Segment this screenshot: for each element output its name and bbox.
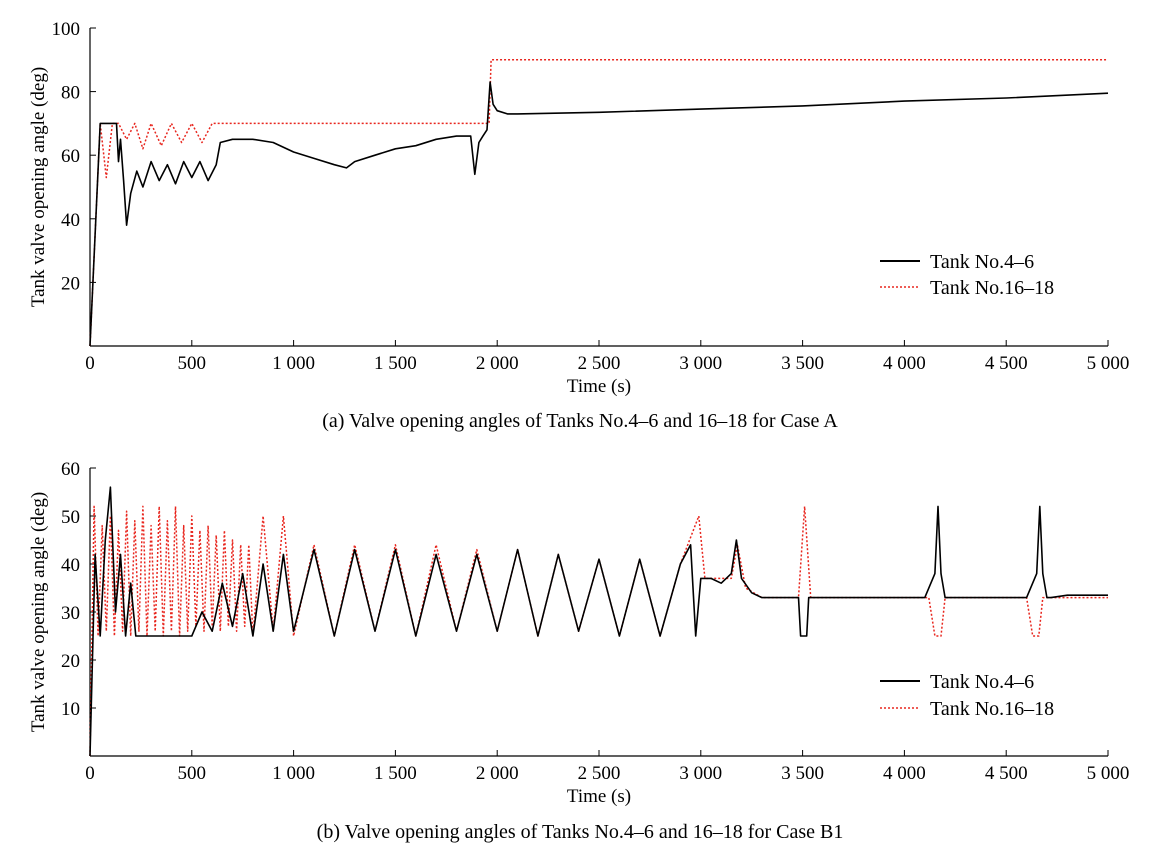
chart-a-x-tick-label: 1 500 <box>374 353 417 374</box>
chart-a-series-line-0 <box>89 81 1109 347</box>
chart-a-caption: (a) Valve opening angles of Tanks No.4–6… <box>322 410 838 432</box>
chart-a-y-tick-label: 40 <box>61 210 80 231</box>
chart-b-x-tick-label: 3 000 <box>679 763 722 784</box>
chart-b-y-tick-label: 20 <box>61 651 80 672</box>
chart-b-y-tick-label: 10 <box>61 699 80 720</box>
chart-b-y-tick-label: 40 <box>61 555 80 576</box>
chart-b-y-tick-label: 60 <box>61 459 80 480</box>
chart-b-x-tick-label: 5 000 <box>1087 763 1130 784</box>
chart-b-x-tick-label: 3 500 <box>781 763 824 784</box>
chart-a-y-tick-label: 20 <box>61 273 80 294</box>
chart-b-x-tick-label: 4 500 <box>985 763 1028 784</box>
chart-a-x-tick-label: 3 000 <box>679 353 722 374</box>
chart-a-x-tick-label: 0 <box>85 353 95 374</box>
chart-a-series-line-1 <box>89 59 1108 347</box>
chart-a-x-tick-label: 1 000 <box>272 353 315 374</box>
chart-b-x-tick-label: 2 000 <box>476 763 519 784</box>
chart-b-x-tick-label: 1 000 <box>272 763 315 784</box>
chart-a-x-tick-label: 2 000 <box>476 353 519 374</box>
chart-a-legend-label-0: Tank No.4–6 <box>930 251 1034 273</box>
chart-a-y-tick-label: 80 <box>61 83 80 104</box>
chart-b-x-tick-label: 4 000 <box>883 763 926 784</box>
chart-b-y-tick-label: 30 <box>61 603 80 624</box>
chart-a-legend: Tank No.4–6 Tank No.16–18 <box>880 251 1054 299</box>
chart-a-y-label: Tank valve opening angle (deg) <box>28 67 49 307</box>
chart-a-x-tick-label: 4 000 <box>883 353 926 374</box>
chart-a-legend-label-1: Tank No.16–18 <box>930 277 1054 299</box>
chart-a-y-tick-label: 100 <box>52 19 81 40</box>
chart-a-ticks: 0 500 1 000 1 500 2 000 2 500 3 000 3 500 4 000 4… <box>52 19 1130 374</box>
chart-b-x-tick-label: 2 500 <box>578 763 621 784</box>
chart-b: 0 500 1 000 1 500 2 000 2 500 3 000 3 500 4 000 4… <box>28 459 1129 843</box>
chart-b-series-line-0 <box>89 486 1108 757</box>
chart-a-x-label: Time (s) <box>567 376 631 397</box>
chart-a-y-tick-label: 60 <box>61 146 80 167</box>
chart-b-y-tick-label: 50 <box>61 507 80 528</box>
chart-b-y-label: Tank valve opening angle (deg) <box>28 492 49 732</box>
chart-a-x-tick-label: 3 500 <box>781 353 824 374</box>
chart-b-x-label: Time (s) <box>567 786 631 807</box>
chart-a-x-tick-label: 500 <box>178 353 207 374</box>
chart-b-x-tick-label: 500 <box>178 763 207 784</box>
chart-a-x-tick-label: 5 000 <box>1087 353 1130 374</box>
chart-b-caption: (b) Valve opening angles of Tanks No.4–6… <box>317 821 844 843</box>
chart-a-series-layer <box>89 59 1109 347</box>
chart-b-series-layer <box>89 486 1108 757</box>
chart-b-legend-label-1: Tank No.16–18 <box>930 698 1054 720</box>
chart-b-x-tick-label: 1 500 <box>374 763 417 784</box>
chart-a-x-tick-label: 2 500 <box>578 353 621 374</box>
chart-a-x-tick-label: 4 500 <box>985 353 1028 374</box>
chart-b-ticks: 0 500 1 000 1 500 2 000 2 500 3 000 3 500 4 000 4… <box>61 459 1129 784</box>
chart-a: 0 500 1 000 1 500 2 000 2 500 3 000 3 500 4 000 4… <box>28 19 1130 432</box>
chart-b-legend: Tank No.4–6 Tank No.16–18 <box>880 671 1054 720</box>
chart-b-legend-label-0: Tank No.4–6 <box>930 671 1034 693</box>
chart-b-x-tick-label: 0 <box>85 763 95 784</box>
